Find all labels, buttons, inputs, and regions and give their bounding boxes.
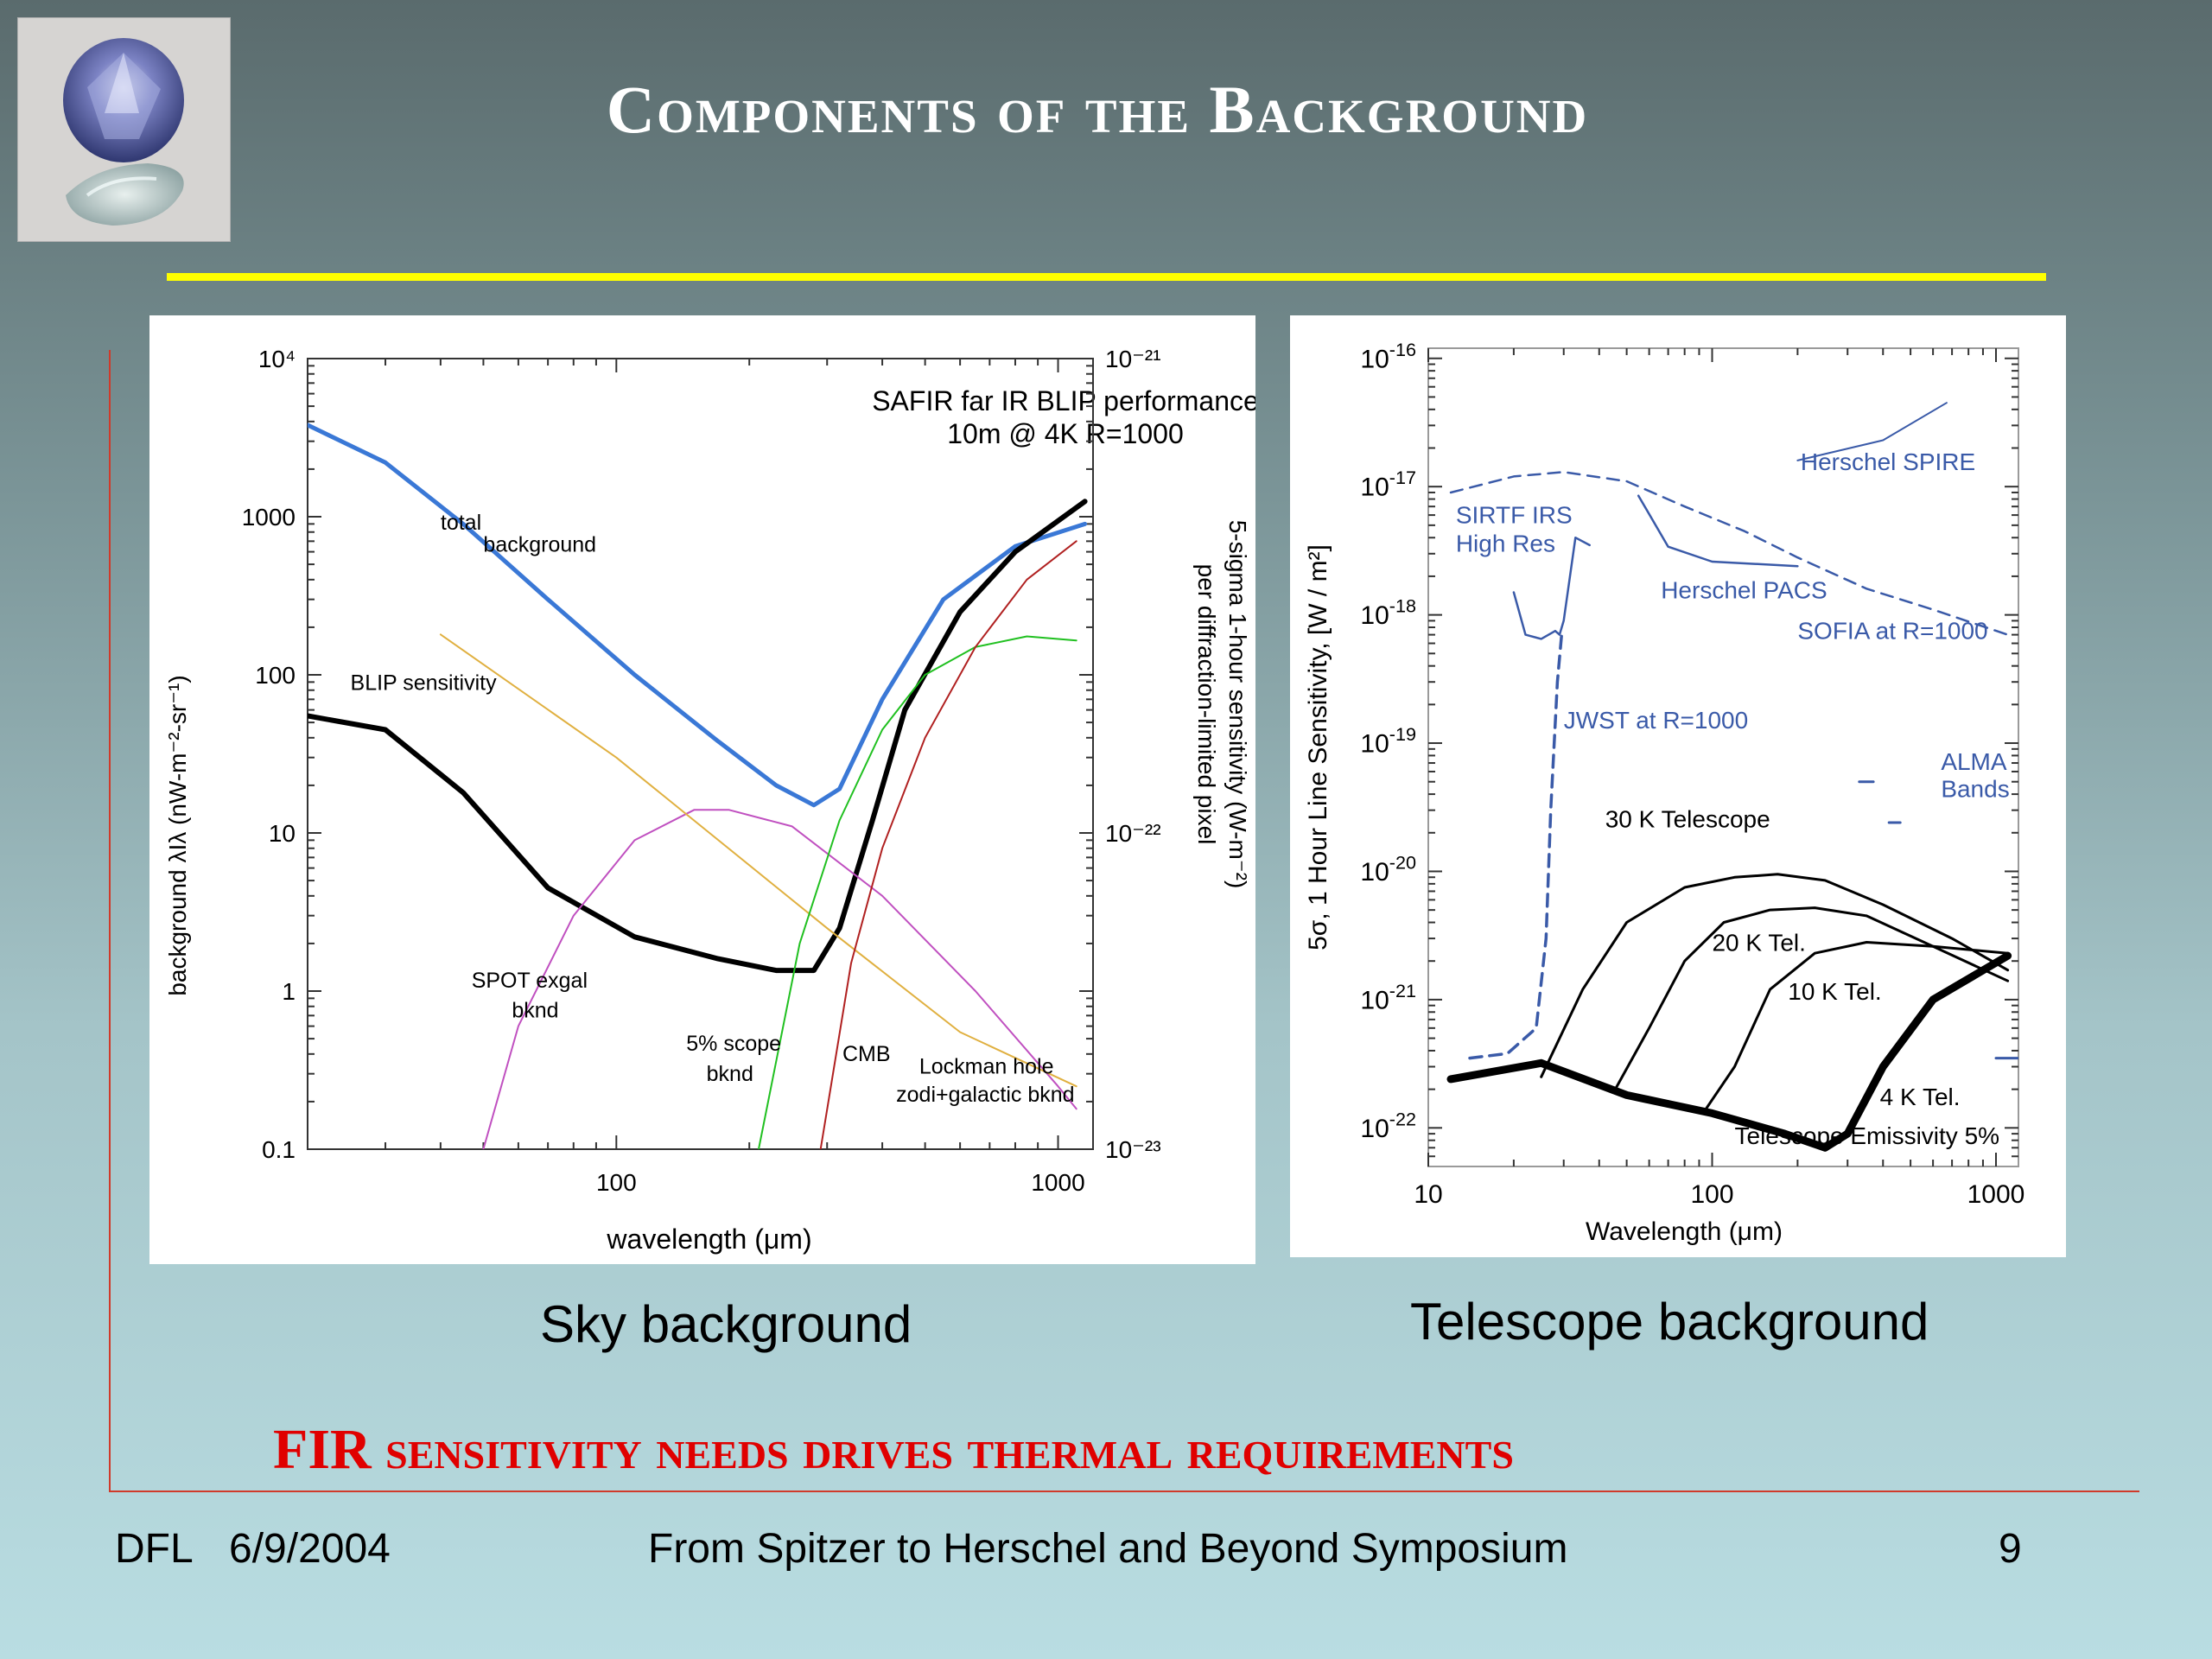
y-axis-right-label-1: 5-sigma 1-hour sensitivity (W-m⁻²)	[1224, 520, 1251, 889]
chart-subtitle: 10m @ 4K R=1000	[947, 418, 1184, 449]
x-tick-label: 1000	[1031, 1169, 1084, 1196]
y-tick-label: 10-22	[1360, 1108, 1416, 1143]
slide-title: Components of the Background	[606, 72, 1589, 147]
y-tick-label: 10	[269, 820, 296, 847]
y-tick-label: 10-16	[1360, 339, 1416, 374]
series-line-cmb	[819, 540, 1077, 1149]
y-tick-label: 0.1	[262, 1136, 296, 1163]
chart-title: SAFIR far IR BLIP performance	[872, 385, 1255, 416]
telescope-background-chart-panel: Wavelength (μm) 5σ, 1 Hour Line Sensitiv…	[1290, 315, 2066, 1257]
y-axis-right-label-2: per diffraction-limited pixel	[1193, 564, 1220, 845]
y-tick-label: 10-20	[1360, 851, 1416, 886]
sky-background-chart-panel: SAFIR far IR BLIP performance 10m @ 4K R…	[149, 315, 1259, 1264]
series-line-20-k-tel	[1612, 906, 2010, 1094]
annotation-label: 20 K Tel.	[1712, 929, 1805, 956]
annotation-label: Telescope Emissivity 5%	[1735, 1122, 2000, 1149]
y-tick-label: 10⁴	[258, 346, 296, 372]
y-tick-label: 100	[255, 662, 296, 689]
annotation-label: 30 K Telescope	[1605, 806, 1770, 833]
x-axis-label: Wavelength (μm)	[1586, 1217, 1783, 1246]
y-tick-label: 10-19	[1360, 723, 1416, 759]
annotation-label: 5% scope	[686, 1032, 781, 1056]
annotation-label: SOFIA at R=1000	[1797, 617, 1987, 644]
y-axis-label: background λIλ (nW-m⁻²-sr⁻¹)	[164, 675, 191, 995]
y-right-tick-label: 10⁻²¹	[1105, 346, 1161, 372]
telescope-background-chart: Wavelength (μm) 5σ, 1 Hour Line Sensitiv…	[1304, 339, 2025, 1246]
annotation-label: SPOT exgal	[472, 969, 588, 993]
title-underline	[167, 273, 2046, 281]
y-right-tick-label: 10⁻²²	[1105, 820, 1161, 847]
annotation-label: 4 K Tel.	[1880, 1084, 1961, 1110]
plot-frame	[1427, 347, 2019, 1167]
footer-author: DFL	[115, 1526, 194, 1572]
annotation-label: Herschel SPIRE	[1801, 448, 1975, 475]
gemstone-logo	[17, 17, 231, 242]
annotation-label: Lockman hole	[919, 1055, 1054, 1079]
series-line-herschel-pacs	[1637, 494, 1799, 568]
series-line-4-k-tel	[1446, 951, 2012, 1152]
headline: FIR sensitivity needs drives thermal req…	[273, 1418, 1514, 1481]
series-group	[1446, 402, 2018, 1152]
accent-rule-horizontal	[109, 1491, 2139, 1492]
y-tick-label: 10-18	[1360, 595, 1416, 631]
x-tick-label: 1000	[1967, 1180, 2025, 1209]
annotation-label: background	[483, 533, 596, 557]
footer-page-number: 9	[1999, 1526, 2022, 1572]
series-line-10-k-tel	[1704, 941, 2010, 1111]
y-right-tick-label: 10⁻²³	[1105, 1136, 1161, 1163]
x-tick-label: 10	[1414, 1180, 1442, 1209]
caption-sky-background: Sky background	[540, 1295, 912, 1353]
footer-date: 6/9/2004	[229, 1526, 391, 1572]
plot-frame	[307, 358, 1094, 1150]
annotation-label: Herschel PACS	[1661, 576, 1827, 603]
annotation-label: Bands	[1941, 775, 2009, 802]
annotation-label: zodi+galactic bknd	[896, 1083, 1074, 1107]
series-line-sirtf-irs-high-res	[1512, 536, 1591, 640]
sky-background-chart: SAFIR far IR BLIP performance 10m @ 4K R…	[164, 346, 1259, 1255]
caption-telescope-background: Telescope background	[1410, 1293, 1929, 1351]
series-line-sofia-at-r-1000	[1449, 471, 2009, 636]
annotation-label: JWST at R=1000	[1564, 707, 1748, 734]
annotation-label: SIRTF IRS	[1456, 501, 1573, 528]
annotation-label: High Res	[1456, 531, 1555, 557]
annotation-label: BLIP sensitivity	[351, 671, 498, 696]
annotation-label: CMB	[842, 1042, 891, 1066]
series-line-blip-sensitivity	[308, 499, 1088, 974]
series-line-total-background	[308, 423, 1088, 808]
x-tick-label: 100	[1690, 1180, 1733, 1209]
series-line-5-scope-bknd	[758, 635, 1077, 1149]
y-axis-label: 5σ, 1 Hour Line Sensitivity, [W / m²]	[1304, 544, 1332, 950]
y-tick-label: 1	[282, 978, 296, 1005]
series-group	[308, 423, 1088, 1149]
series-line-30-k-telescope	[1540, 873, 2010, 1078]
gemstone-image	[63, 38, 184, 226]
series-line-jwst-at-r-1000	[1468, 632, 1564, 1060]
y-tick-label: 10-21	[1360, 980, 1416, 1015]
x-axis-label: wavelength (μm)	[606, 1224, 811, 1255]
footer-event: From Spitzer to Herschel and Beyond Symp…	[648, 1526, 1568, 1572]
annotation-label: bknd	[707, 1062, 753, 1086]
series-line-spot-exgal-bknd	[482, 809, 1077, 1149]
accent-rule-vertical	[109, 350, 111, 1492]
series-line-herschel-spire	[1796, 402, 1948, 461]
series-line-lockman-hole-zodi-galactic-bknd	[439, 633, 1077, 1088]
y-tick-label: 1000	[242, 504, 296, 531]
y-tick-label: 10-17	[1360, 467, 1416, 502]
annotation-label: bknd	[512, 999, 558, 1023]
x-tick-label: 100	[596, 1169, 637, 1196]
annotation-label: ALMA	[1941, 748, 2007, 775]
annotation-label: 10 K Tel.	[1788, 978, 1881, 1005]
annotation-label: total	[441, 511, 481, 535]
